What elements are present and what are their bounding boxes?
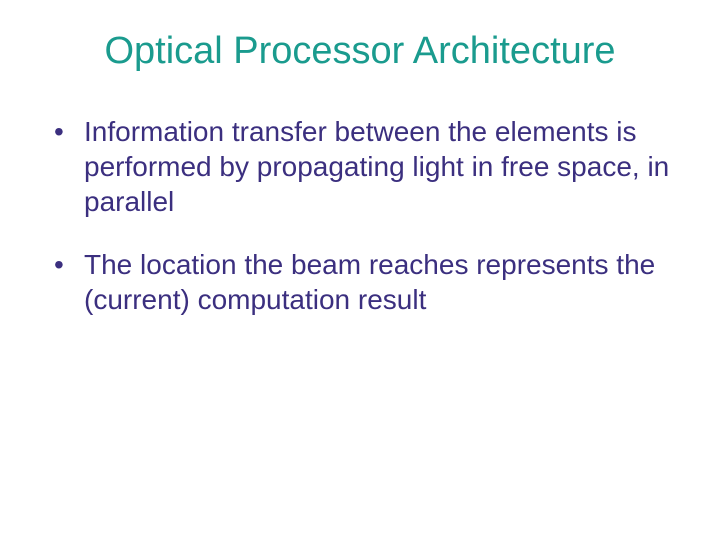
bullet-item: The location the beam reaches represents… xyxy=(50,247,680,317)
bullet-list: Information transfer between the element… xyxy=(50,114,680,317)
slide-title: Optical Processor Architecture xyxy=(40,30,680,74)
bullet-item: Information transfer between the element… xyxy=(50,114,680,219)
slide: Optical Processor Architecture Informati… xyxy=(0,0,720,540)
